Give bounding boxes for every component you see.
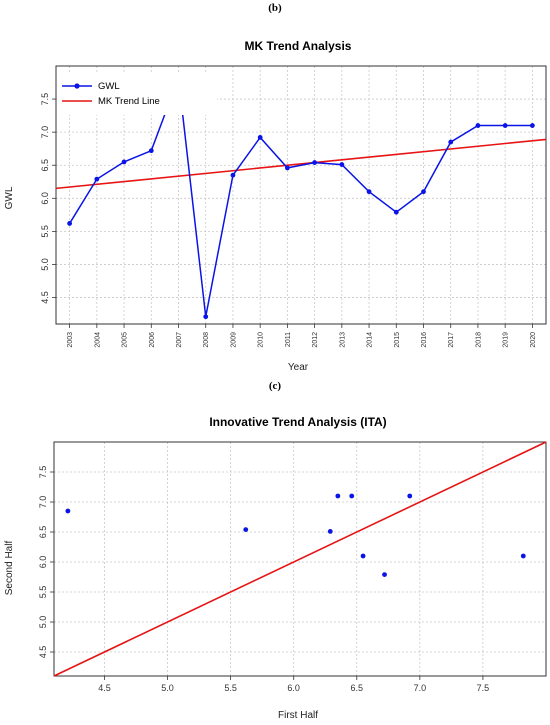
gwl-data-point xyxy=(230,172,236,178)
y-tick-label: 5.5 xyxy=(40,225,50,238)
mk-trend-chart: MK Trend Analysis Year GWL 4.5 5.0 5.5 6.0 6… xyxy=(4,39,547,373)
ita-data-point xyxy=(327,529,333,534)
ita-data-point xyxy=(65,508,71,514)
gwl-data-point xyxy=(148,148,154,154)
gwl-data-point xyxy=(121,159,127,165)
legend-box xyxy=(57,73,217,115)
x-tick-label: 2015 xyxy=(394,332,401,348)
x-tick-label: 2008 xyxy=(203,332,210,348)
gwl-data-point xyxy=(421,189,426,195)
grid-ita xyxy=(54,442,546,676)
x-tick-label: 2013 xyxy=(339,332,346,348)
gwl-data-point xyxy=(502,123,508,128)
ita-data-point xyxy=(407,493,413,499)
gwl-data-point xyxy=(366,189,372,195)
y-tick-label: 6.0 xyxy=(40,192,50,205)
legend-trend-label: MK Trend Line xyxy=(98,96,160,107)
legend: GWL MK Trend Line xyxy=(57,73,217,115)
ita-data-point xyxy=(360,553,366,559)
gwl-data-point xyxy=(67,221,73,226)
y-tick-label: 4.5 xyxy=(40,291,50,304)
x-tick-label: 6.5 xyxy=(351,683,364,693)
x-tick-label: 2007 xyxy=(176,332,183,348)
gwl-data-point xyxy=(312,160,318,165)
y-tick-label: 5.5 xyxy=(38,586,48,599)
x-tick-label: 2009 xyxy=(230,332,237,348)
gwl-data-point xyxy=(257,135,263,140)
panel-label-b: (b) xyxy=(268,2,282,14)
one-to-one-line xyxy=(53,441,547,677)
x-tick-label: 2006 xyxy=(149,332,156,348)
x-axis-label-ita: First Half xyxy=(278,710,318,721)
x-tick-label: 7.5 xyxy=(477,683,490,693)
ita-data-point xyxy=(382,572,387,577)
panel-label-c: (c) xyxy=(268,380,282,392)
x-tick-label: 2017 xyxy=(448,332,455,348)
axes: 4.5 5.0 5.5 6.0 6.5 7.0 7.5 2003 2004 2005 2006 200… xyxy=(40,65,547,348)
y-tick-label: 6.0 xyxy=(38,556,48,569)
x-tick-label: 2020 xyxy=(530,332,537,348)
gwl-data-point xyxy=(339,162,345,167)
y-tick-label: 5.0 xyxy=(38,616,48,629)
x-tick-label: 4.5 xyxy=(98,683,111,693)
y-axis-label: GWL xyxy=(4,186,15,209)
legend-gwl-marker xyxy=(74,83,80,89)
y-tick-label: 7.0 xyxy=(40,126,50,139)
x-tick-label: 2014 xyxy=(367,332,374,348)
y-tick-label: 6.5 xyxy=(38,526,48,539)
ita-data-point xyxy=(335,493,341,499)
x-tick-label: 5.0 xyxy=(161,683,174,693)
mk-trend-line xyxy=(55,138,547,190)
x-tick-label: 2005 xyxy=(122,332,129,348)
axes-ita: 4.5 5.0 5.5 6.0 6.5 7.0 7.5 4.5 5.0 5.5 6.0 6.5 7.0 7… xyxy=(38,441,547,693)
ita-data-point xyxy=(349,493,355,499)
gwl-series-line xyxy=(68,77,533,317)
chart-title: MK Trend Analysis xyxy=(245,39,352,53)
x-tick-label: 2019 xyxy=(503,332,510,348)
gwl-data-point xyxy=(94,176,100,182)
x-tick-label: 2004 xyxy=(94,332,101,348)
x-axis-label: Year xyxy=(288,362,309,373)
ita-data-point xyxy=(520,553,526,559)
gwl-data-point xyxy=(529,123,535,128)
y-tick-label: 7.5 xyxy=(40,93,50,106)
x-tick-label: 2016 xyxy=(421,332,428,348)
x-tick-label: 2011 xyxy=(285,332,292,347)
gwl-data-point xyxy=(448,139,454,145)
gwl-data-point xyxy=(284,165,290,171)
legend-gwl-label: GWL xyxy=(98,81,120,92)
y-tick-label: 4.5 xyxy=(38,646,48,659)
x-tick-label: 2012 xyxy=(312,332,319,348)
plot-frame xyxy=(55,65,547,325)
gwl-data-point xyxy=(475,123,481,128)
plot-frame xyxy=(53,441,547,677)
chart-title-ita: Innovative Trend Analysis (ITA) xyxy=(209,415,386,429)
y-tick-label: 6.5 xyxy=(40,159,50,172)
y-tick-label: 7.0 xyxy=(38,496,48,509)
x-tick-label: 2010 xyxy=(258,332,265,348)
ita-data-point xyxy=(243,527,249,532)
x-tick-label: 2018 xyxy=(475,332,482,348)
gwl-data-point xyxy=(203,314,209,320)
plot-marks-ita xyxy=(53,441,547,677)
gwl-data-point xyxy=(393,209,399,215)
x-tick-label: 2003 xyxy=(67,332,74,348)
x-tick-label: 7.0 xyxy=(414,683,427,693)
y-tick-label: 7.5 xyxy=(38,466,48,479)
x-tick-label: 5.5 xyxy=(224,683,237,693)
plot-marks xyxy=(55,75,547,320)
x-tick-label: 6.0 xyxy=(287,683,300,693)
y-tick-label: 5.0 xyxy=(40,258,50,271)
y-axis-label-ita: Second Half xyxy=(4,541,15,596)
